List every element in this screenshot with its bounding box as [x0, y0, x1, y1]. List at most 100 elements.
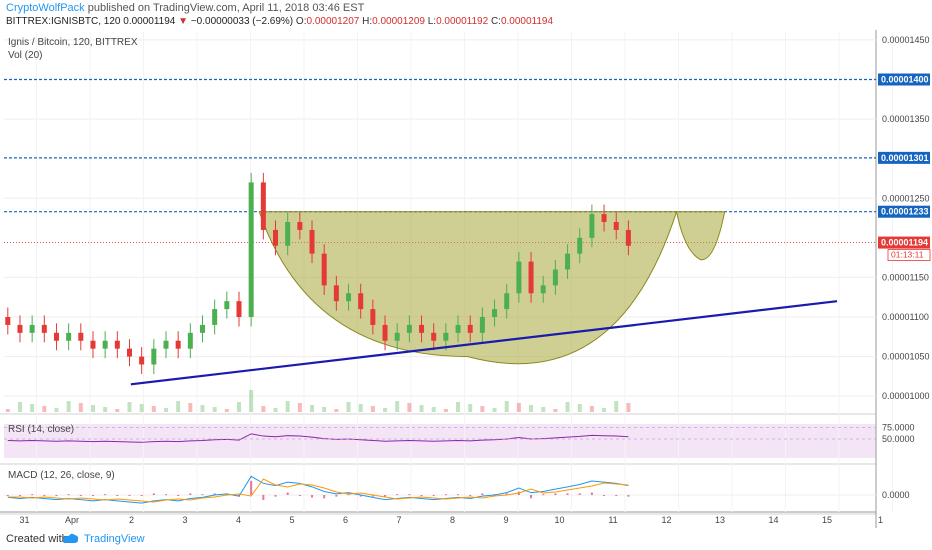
- rsi-label: RSI (14, close): [8, 424, 75, 435]
- open-label: O:: [295, 16, 307, 27]
- candle-body: [370, 309, 376, 325]
- volume-bar: [188, 403, 193, 412]
- low-value: 0.00001192: [436, 16, 489, 27]
- candle-body: [151, 348, 157, 365]
- macd-hist-bar: [384, 495, 387, 497]
- macd-hist-bar: [79, 495, 82, 496]
- candle-body: [577, 237, 583, 254]
- publish-line: CryptoWolfPack published on TradingView.…: [6, 2, 364, 14]
- volume-bar: [66, 401, 71, 412]
- macd-hist-bar: [335, 495, 338, 497]
- volume-bar: [577, 404, 582, 412]
- volume-bar: [310, 405, 315, 412]
- macd-hist-bar: [128, 495, 131, 496]
- time-tick-label: 10: [554, 515, 564, 525]
- candle-body: [260, 182, 266, 230]
- time-tick-label: 3: [182, 515, 187, 525]
- candle-body: [17, 324, 23, 333]
- chart-canvas[interactable]: 0.000014500.000013500.000012500.00001150…: [0, 0, 932, 528]
- volume-bar: [541, 407, 546, 412]
- time-tick-label: 13: [715, 515, 725, 525]
- macd-label: MACD (12, 26, close, 9): [8, 470, 115, 481]
- macd-hist-bar: [566, 493, 569, 495]
- candle-body: [126, 348, 132, 357]
- time-tick-label: 11: [608, 515, 617, 525]
- candle-body: [273, 229, 279, 246]
- candle-body: [540, 285, 546, 294]
- macd-hist-bar: [347, 494, 350, 496]
- author-name[interactable]: CryptoWolfPack: [6, 2, 85, 14]
- macd-hist-bar: [432, 495, 435, 496]
- macd-hist-bar: [420, 495, 423, 496]
- macd-hist-bar: [311, 495, 314, 498]
- macd-hist-bar: [31, 494, 34, 496]
- volume-bar: [529, 405, 534, 412]
- candle-body: [236, 301, 242, 317]
- level-tag-0: [878, 73, 930, 86]
- current-price-label: 0.00001194: [881, 238, 928, 248]
- candle-body: [5, 317, 11, 325]
- volume-bar: [139, 404, 144, 412]
- macd-tick-label: 0.0000: [882, 490, 910, 500]
- volume-bar: [602, 408, 607, 412]
- volume-bar: [127, 402, 132, 412]
- macd-hist-bar: [396, 494, 399, 496]
- candle-body: [285, 222, 291, 246]
- macd-hist-bar: [140, 495, 143, 496]
- volume-bar: [30, 404, 35, 412]
- volume-bar: [224, 409, 229, 412]
- macd-hist-bar: [578, 493, 581, 495]
- candle-body: [114, 340, 120, 349]
- candle-body: [419, 324, 425, 333]
- volume-bar: [589, 406, 594, 412]
- time-tick-label: 6: [343, 515, 348, 525]
- high-label: H:: [362, 16, 373, 27]
- volume-bar: [395, 401, 400, 412]
- time-tick-label: 2: [129, 515, 134, 525]
- volume-bar: [358, 404, 363, 412]
- level-tag-label: 0.00001400: [881, 75, 929, 85]
- volume-bar: [297, 403, 302, 412]
- volume-bar: [334, 409, 339, 412]
- created-with-label: Created with: [6, 533, 68, 545]
- volume-bar: [237, 402, 242, 412]
- ohlc-line: BITTREX:IGNISBTC, 120 0.00001194 ▼ −0.00…: [6, 16, 553, 27]
- time-tick-label: 1: [878, 515, 883, 525]
- last-price: 0.00001194: [123, 16, 176, 27]
- volume-bar: [5, 409, 10, 412]
- main-panel-title: Ignis / Bitcoin, 120, BITTREX: [8, 37, 138, 48]
- volume-bar: [516, 403, 521, 412]
- macd-hist-bar: [104, 494, 107, 496]
- volume-bar: [212, 407, 217, 412]
- volume-bar: [103, 407, 108, 412]
- macd-hist-bar: [323, 495, 326, 499]
- volume-bar: [456, 402, 461, 412]
- price-tick-label: 0.00001000: [882, 391, 930, 401]
- tradingview-logo-icon: [63, 533, 79, 543]
- macd-signal-line: [7, 478, 629, 503]
- candle-body: [175, 340, 181, 349]
- volume-bar: [492, 408, 497, 412]
- volume-bar: [626, 403, 631, 412]
- price-tick-label: 0.00001100: [882, 312, 929, 322]
- rising-trendline: [130, 300, 838, 386]
- countdown-tag: [887, 249, 931, 261]
- macd-hist-bar: [55, 495, 58, 496]
- macd-hist-bar: [530, 495, 533, 499]
- macd-hist-bar: [371, 495, 374, 497]
- volume-bar: [370, 406, 375, 412]
- volume-bar: [419, 405, 424, 412]
- candle-body: [321, 253, 327, 286]
- time-tick-label: 7: [396, 515, 401, 525]
- time-tick-label: 14: [768, 515, 778, 525]
- candle-body: [504, 293, 510, 310]
- macd-hist-bar: [444, 494, 447, 496]
- current-price-tag: [878, 236, 930, 249]
- macd-hist-bar: [262, 495, 265, 500]
- candle-body: [601, 214, 607, 222]
- tradingview-brand[interactable]: TradingView: [84, 533, 145, 545]
- candle-body: [309, 229, 315, 254]
- candle-body: [613, 222, 619, 230]
- candle-body: [333, 285, 339, 302]
- candle-body: [455, 324, 461, 333]
